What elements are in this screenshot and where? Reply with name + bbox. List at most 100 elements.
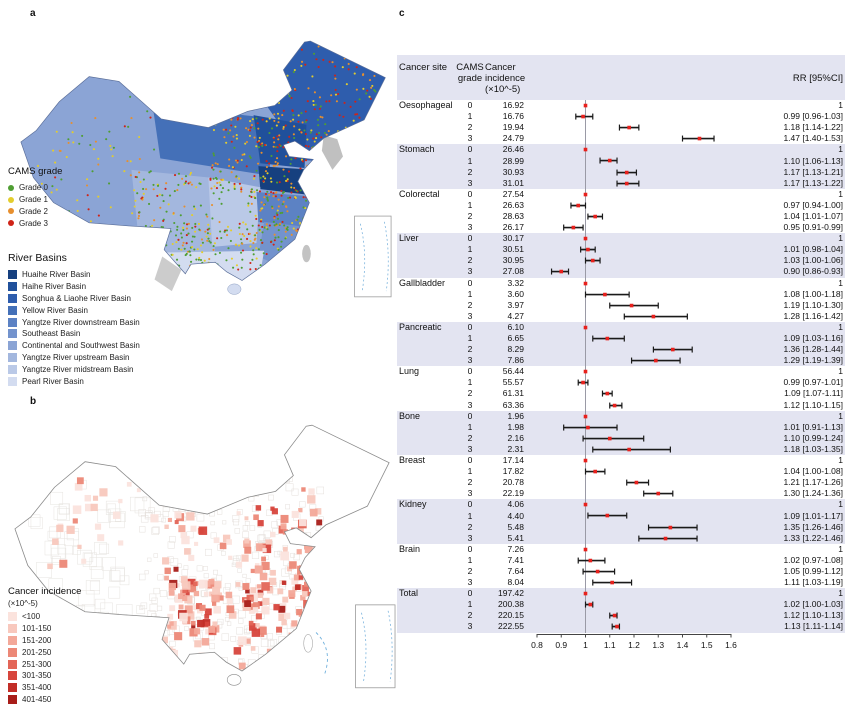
cams-legend-item: Grade 0 [8,182,62,194]
ci-plot-cell [533,244,745,255]
forest-row: Stomach 0 26.46 1 [397,144,845,155]
legend-swatch-icon [8,341,17,351]
forest-row: Breast 0 17.14 1 [397,455,845,466]
cams-grade-value: 1 [467,288,473,299]
forest-row: 2 7.64 1.05 [0.99-1.12] [397,566,845,577]
legend-label: Yellow River Basin [22,305,88,315]
legend-swatch-icon [8,694,17,704]
rr-ci-label: 1.47 [1.40-1.53] [783,133,843,144]
legend-swatch-icon [8,184,14,191]
rr-ci-label: 1.36 [1.28-1.44] [783,344,843,355]
rr-ci-label: 1 [838,499,843,510]
rr-ci-label: 0.97 [0.94-1.00] [783,199,843,210]
ci-plot-cell [533,311,745,322]
forest-x-axis: 0.8 0.9 1 1.1 1.2 1.3 1.4 1.5 1.6 [397,633,845,652]
cancer-incidence-value: 56.44 [502,366,524,377]
forest-row: 3 7.86 1.29 [1.19-1.39] [397,355,845,366]
ci-plot-cell [533,533,745,544]
cams-grade-value: 0 [467,499,473,510]
basin-legend-item: Yangtze River midstream Basin [8,363,140,375]
rr-ci-label: 1.09 [1.07-1.11] [784,388,843,399]
legend-label: Haihe River Basin [22,282,87,292]
legend-swatch-icon [8,659,17,669]
forest-group-gallbladder: Gallbladder 0 3.32 1 1 3.60 1.08 [1.00-1.18] 2 3… [397,278,845,322]
cams-grade-value: 2 [467,610,473,621]
forest-group-stomach: Stomach 0 26.46 1 1 28.99 1.10 [1.06-1.13] 2 30.… [397,144,845,189]
cams-grade-value: 0 [467,321,473,332]
legend-label: <100 [22,612,41,622]
legend-label: 401-450 [22,694,52,704]
rr-ci-label: 1 [838,588,843,599]
legend-label: Grade 0 [19,183,48,193]
forest-header: Cancer site CAMS grade Cancer incidence … [397,55,845,100]
basin-legend-item: Southeast Basin [8,328,140,340]
cams-grade-value: 3 [467,222,473,233]
ci-plot-cell [533,433,745,444]
legend-swatch-icon [8,220,14,227]
legend-label: 201-250 [22,647,52,657]
cancer-incidence-value: 222.55 [498,621,524,632]
cancer-incidence-value: 26.63 [502,199,524,210]
reference-line [585,100,586,633]
cams-grade-legend: CAMS grade Grade 0 Grade 1 Grade 2 Grade 3 [8,166,62,229]
forest-row: 2 19.94 1.18 [1.14-1.22] [397,122,845,133]
legend-swatch-icon [8,208,14,215]
col-header-cams-grade: CAMS grade [455,62,485,84]
cams-grade-value: 0 [467,188,473,199]
cams-legend-items: Grade 0 Grade 1 Grade 2 Grade 3 [8,182,62,229]
cams-grade-value: 1 [467,111,473,122]
ci-plot-cell [533,400,745,411]
forest-group-pancreatic: Pancreatic 0 6.10 1 1 6.65 1.09 [1.03-1.16] 2 8.… [397,321,845,367]
rr-ci-label: 1.33 [1.22-1.46] [783,532,843,543]
legend-swatch-icon [8,364,17,374]
svg-text:0.8: 0.8 [531,640,543,650]
basin-legend-title: River Basins [8,252,67,264]
forest-group-bone: Bone 0 1.96 1 1 1.98 1.01 [0.91-1.13] 2 2.16 1.10… [397,410,845,455]
cancer-site-label: Stomach [399,144,435,155]
incidence-legend-item: 151-200 [8,635,81,647]
incidence-legend-item: <100 [8,611,81,623]
cancer-incidence-value: 3.32 [507,277,524,288]
incidence-legend-item: 401-450 [8,694,81,706]
cams-grade-value: 3 [467,621,473,632]
rr-ci-label: 1.12 [1.10-1.15] [783,399,843,410]
legend-label: Grade 2 [19,206,48,216]
panel-b-label: b [30,396,37,407]
rr-ci-label: 1.02 [0.97-1.08] [783,554,843,565]
legend-label: Yangtze River midstream Basin [22,364,134,374]
legend-label: Grade 3 [19,218,48,228]
cancer-incidence-value: 30.93 [502,166,524,177]
rr-ci-label: 1.09 [1.01-1.17] [783,510,843,521]
incidence-cells-layer [47,477,326,671]
cams-grade-value: 3 [467,399,473,410]
forest-row: 1 28.99 1.10 [1.06-1.13] [397,155,845,166]
ci-plot-cell [533,322,745,333]
svg-text:1.3: 1.3 [652,640,664,650]
cams-grade-value: 3 [467,577,473,588]
legend-label: 101-150 [22,624,52,634]
forest-row: Colorectal 0 27.54 1 [397,189,845,200]
rr-ci-label: 1.10 [1.06-1.13] [783,155,843,166]
forest-group-lung: Lung 0 56.44 1 1 55.57 0.99 [0.97-1.01] 2 61.31 1… [397,366,845,410]
col-header-cams-grade-line1: CAMS [456,62,484,73]
forest-row: 1 7.41 1.02 [0.97-1.08] [397,555,845,566]
forest-row: 3 26.17 0.95 [0.91-0.99] [397,222,845,233]
forest-row: 2 28.63 1.04 [1.01-1.07] [397,211,845,222]
forest-group-liver: Liver 0 30.17 1 1 30.51 1.01 [0.98-1.04] 2 30.95… [397,233,845,278]
ci-plot-cell [533,444,745,455]
incidence-legend-items: <100 101-150 151-200 201-250 251-300 301-350 3… [8,611,81,705]
col-header-rr-ci: RR [95%CI] [792,73,843,84]
col-header-cancer-incidence: Cancer incidence (×10^-5) [485,62,533,95]
rr-ci-label: 1.17 [1.13-1.21] [783,166,843,177]
cancer-site-label: Liver [399,233,419,244]
cams-grade-value: 1 [467,466,473,477]
cancer-incidence-value: 8.04 [507,577,524,588]
incidence-legend-title: Cancer incidence [8,586,82,597]
rr-ci-label: 1.28 [1.16-1.42] [783,310,843,321]
rr-ci-label: 1 [838,366,843,377]
rr-ci-label: 1 [838,410,843,421]
cancer-incidence-value: 16.76 [502,111,524,122]
ci-plot-cell [533,222,745,233]
ci-plot-cell [533,211,745,222]
